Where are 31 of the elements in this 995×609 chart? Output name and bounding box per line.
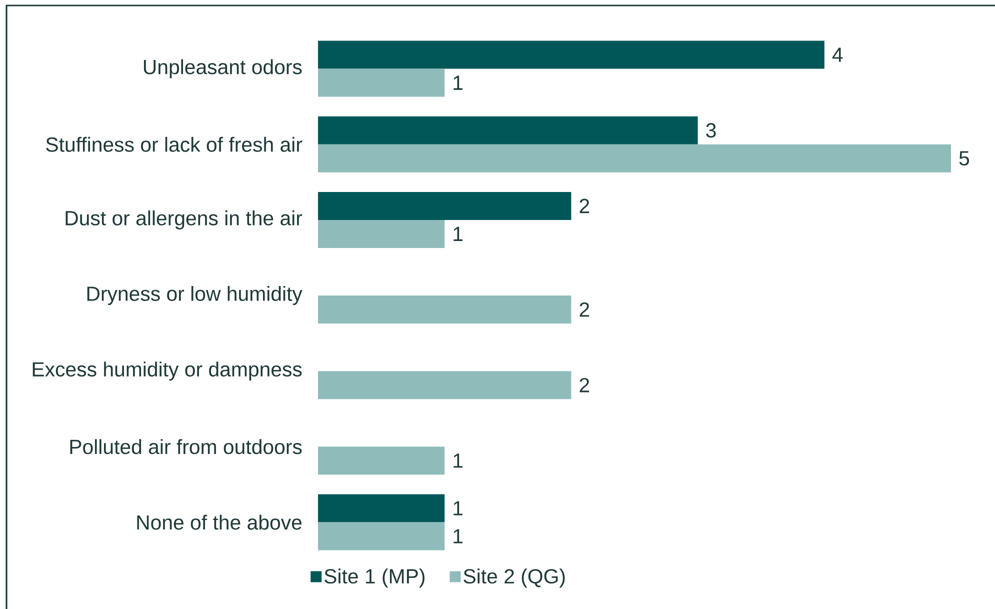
- y-tick-label: Unpleasant odors: [144, 59, 302, 78]
- bar: [318, 220, 445, 248]
- legend-label: Site 1 (MP): [324, 568, 424, 588]
- data-label: 5: [959, 151, 970, 166]
- data-label: 1: [454, 454, 462, 468]
- y-tick-label: Polluted air from outdoors: [70, 439, 302, 454]
- bar: [318, 446, 445, 475]
- data-label: 1: [454, 76, 462, 90]
- bar: [318, 192, 572, 220]
- data-label: 1: [454, 501, 462, 516]
- y-tick-label: None of the above: [137, 514, 302, 530]
- data-label: 1: [454, 529, 462, 544]
- y-tick-label: Excess humidity or dampness: [32, 362, 302, 381]
- data-label: 2: [580, 302, 590, 317]
- data-label: 2: [580, 198, 590, 214]
- data-label: 3: [706, 123, 716, 138]
- legend-label: Site 2 (QG): [464, 568, 565, 588]
- y-tick-label: Dust or allergens in the air: [66, 210, 302, 230]
- bar: [318, 116, 698, 144]
- bar: [318, 296, 572, 324]
- y-tick-label: Stuffiness or lack of fresh air: [46, 136, 302, 152]
- bar: [318, 68, 445, 97]
- data-label: 2: [580, 378, 590, 392]
- data-label: 1: [454, 226, 462, 241]
- bar: [318, 371, 572, 400]
- y-tick-label: Dryness or low humidity: [87, 286, 302, 306]
- bar: [318, 494, 445, 522]
- data-label: 4: [832, 48, 843, 62]
- bar: [318, 522, 445, 550]
- bar: [318, 40, 824, 69]
- bar: [318, 144, 952, 172]
